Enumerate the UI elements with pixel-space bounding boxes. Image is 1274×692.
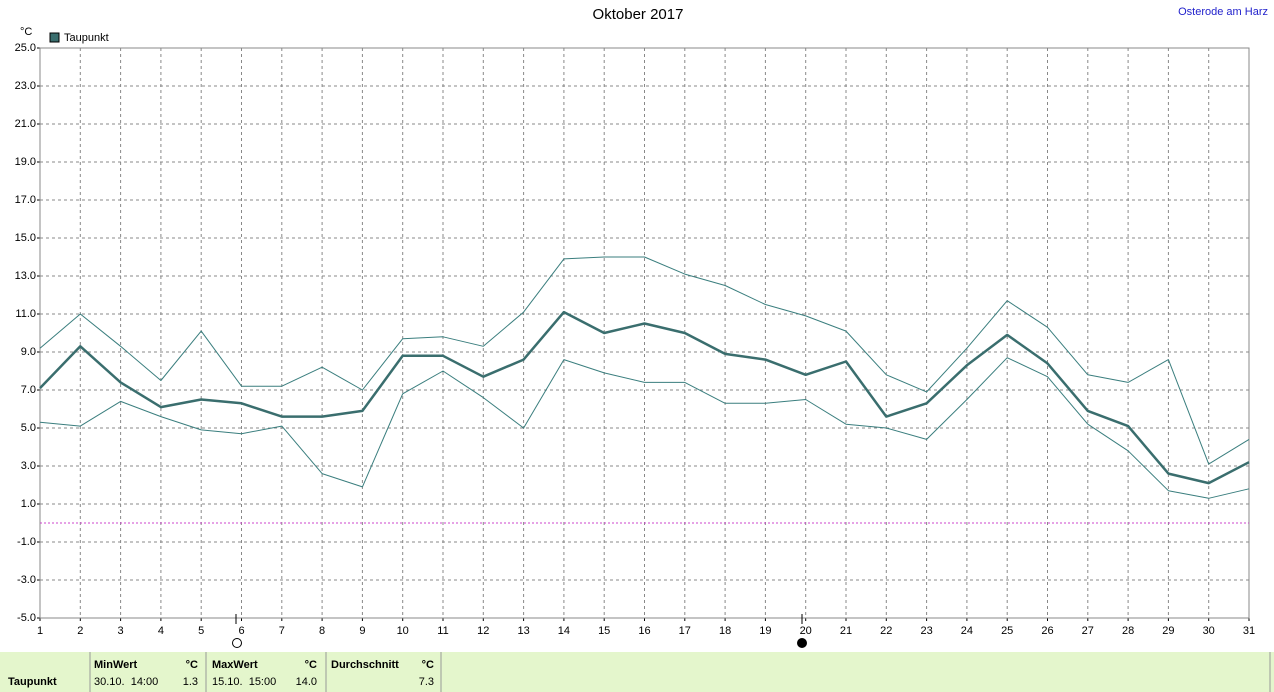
x-tick-label: 1 (37, 625, 43, 637)
plot-border (39, 47, 1250, 619)
series-line (39, 357, 1250, 499)
y-tick-label: 11.0 (15, 308, 36, 320)
x-tick-label: 17 (679, 625, 691, 637)
x-tick-label: 19 (759, 625, 771, 637)
avg-unit: °C (422, 659, 434, 671)
max-unit: °C (305, 659, 317, 671)
max-value: 14.0 (296, 676, 317, 688)
y-tick-label: 21.0 (15, 118, 36, 130)
x-tick-label: 29 (1162, 625, 1174, 637)
x-tick-label: 24 (961, 625, 973, 637)
y-tick-label: 15.0 (15, 232, 36, 244)
y-tick-label: -1.0 (17, 536, 36, 548)
y-tick-label: 5.0 (21, 422, 36, 434)
max-title: MaxWert (212, 659, 258, 671)
x-tick-label: 11 (437, 625, 448, 637)
x-tick-label: 16 (638, 625, 650, 637)
x-tick-label: 20 (800, 625, 812, 637)
summary-panel (0, 652, 1274, 692)
y-tick-label: 1.0 (21, 498, 36, 510)
x-tick-label: 27 (1082, 625, 1094, 637)
summary-label: Taupunkt (8, 676, 57, 688)
x-tick-label: 15 (598, 625, 610, 637)
y-tick-label: 3.0 (21, 460, 36, 472)
max-when: 15.10. 15:00 (212, 676, 276, 688)
x-tick-label: 22 (880, 625, 892, 637)
avg-title: Durchschnitt (331, 659, 399, 671)
y-tick-label: 25.0 (15, 42, 36, 54)
x-tick-label: 25 (1001, 625, 1013, 637)
location: Osterode am Harz (1178, 6, 1268, 18)
x-tick-label: 28 (1122, 625, 1134, 637)
x-tick-label: 10 (397, 625, 409, 637)
min-when: 30.10. 14:00 (94, 676, 158, 688)
plot: 25.023.021.019.017.015.013.011.09.07.05.… (15, 32, 1256, 637)
y-unit: °C (20, 26, 32, 38)
x-tick-label: 31 (1243, 625, 1255, 637)
y-tick-label: -3.0 (17, 574, 36, 586)
min-value: 1.3 (183, 676, 198, 688)
min-title: MinWert (94, 659, 138, 671)
series-line (39, 310, 1250, 485)
series-line (39, 256, 1250, 465)
y-tick-label: 7.0 (21, 384, 36, 396)
min-unit: °C (186, 659, 198, 671)
full-moon-icon (232, 638, 242, 648)
x-tick-label: 3 (118, 625, 124, 637)
x-tick-label: 26 (1041, 625, 1053, 637)
x-tick-label: 21 (840, 625, 852, 637)
y-tick-label: 9.0 (21, 346, 36, 358)
x-tick-label: 9 (359, 625, 365, 637)
x-tick-label: 12 (477, 625, 489, 637)
x-tick-label: 6 (238, 625, 244, 637)
y-tick-label: -5.0 (17, 612, 36, 624)
x-tick-label: 5 (198, 625, 204, 637)
x-tick-label: 30 (1203, 625, 1215, 637)
x-tick-label: 14 (558, 625, 570, 637)
x-tick-label: 18 (719, 625, 731, 637)
y-tick-label: 13.0 (15, 270, 36, 282)
legend-swatch (49, 32, 60, 43)
avg-value: 7.3 (419, 676, 434, 688)
x-tick-label: 4 (158, 625, 164, 637)
x-tick-label: 7 (279, 625, 285, 637)
x-tick-label: 23 (920, 625, 932, 637)
x-tick-label: 8 (319, 625, 325, 637)
new-moon-icon (797, 638, 807, 648)
x-tick-label: 2 (77, 625, 83, 637)
chart-title: Oktober 2017 (593, 6, 684, 23)
y-tick-label: 17.0 (15, 194, 36, 206)
y-tick-label: 23.0 (15, 80, 36, 92)
x-tick-label: 13 (517, 625, 529, 637)
y-tick-label: 19.0 (15, 156, 36, 168)
legend-label: Taupunkt (64, 32, 109, 44)
